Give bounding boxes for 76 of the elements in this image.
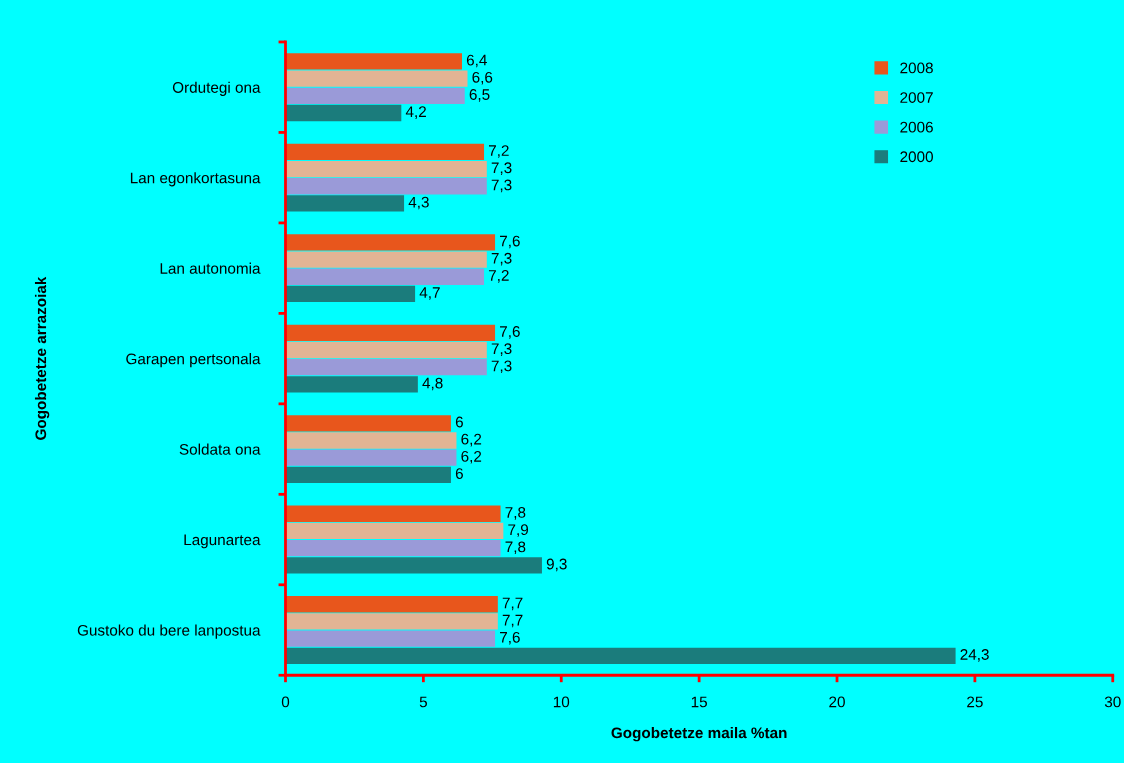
bar xyxy=(285,251,487,268)
bar xyxy=(285,449,457,466)
bar xyxy=(285,376,418,393)
data-label: 4,7 xyxy=(419,287,440,300)
data-label: 7,3 xyxy=(491,343,512,356)
data-label: 9,3 xyxy=(546,558,567,572)
bar xyxy=(285,341,487,359)
data-label: 7,3 xyxy=(491,179,512,193)
legend-label: 2006 xyxy=(900,121,933,133)
data-label: 6,2 xyxy=(461,450,482,464)
bar xyxy=(285,557,542,574)
y-tick-label: Lan autonomia xyxy=(160,262,261,274)
legend-label: 2007 xyxy=(900,92,933,103)
y-axis-title: Gogobetetze arrazoiak xyxy=(34,276,50,440)
data-label: 7,3 xyxy=(491,360,512,374)
legend-label: 2000 xyxy=(900,151,933,163)
data-label: 7,8 xyxy=(505,541,526,555)
y-tick-label: Gustoko du bere lanpostua xyxy=(77,624,261,639)
data-label: 7,6 xyxy=(500,235,520,249)
x-tick-label: 30 xyxy=(1104,696,1121,708)
x-tick-label: 0 xyxy=(281,696,290,708)
x-tick-label: 15 xyxy=(691,696,707,708)
legend-label: 2008 xyxy=(900,62,933,74)
bar xyxy=(285,630,496,647)
bar xyxy=(285,540,501,557)
data-label: 7,6 xyxy=(500,631,520,645)
bar xyxy=(285,647,956,664)
bar xyxy=(285,87,465,104)
bar xyxy=(285,505,501,522)
bar xyxy=(285,195,405,212)
data-label: 7,2 xyxy=(488,270,509,283)
data-label: 6,4 xyxy=(466,54,487,68)
data-label: 7,6 xyxy=(500,326,520,339)
data-label: 6,6 xyxy=(472,71,493,85)
bar xyxy=(285,466,451,484)
data-label: 7,7 xyxy=(502,614,523,628)
bar xyxy=(285,143,485,161)
data-label: 7,7 xyxy=(502,597,523,611)
data-label: 7,9 xyxy=(508,524,529,537)
data-label: 7,3 xyxy=(491,252,512,266)
data-label: 6 xyxy=(455,416,463,428)
y-tick-label: Soldata ona xyxy=(179,443,261,455)
bar xyxy=(285,53,462,70)
y-tick-label: Ordutegi ona xyxy=(172,81,261,96)
data-label: 7,2 xyxy=(488,145,509,158)
bar xyxy=(285,160,487,178)
data-label: 6,2 xyxy=(461,433,482,447)
x-tick-label: 10 xyxy=(553,696,570,708)
x-tick-label: 20 xyxy=(829,696,845,708)
x-tick-label: 25 xyxy=(967,696,983,708)
data-label: 4,8 xyxy=(422,377,443,391)
bar xyxy=(285,613,498,630)
bar xyxy=(285,234,496,251)
data-label: 24,3 xyxy=(960,649,989,662)
data-label: 4,2 xyxy=(405,106,426,119)
data-label: 6 xyxy=(455,468,463,479)
y-tick-label: Lagunartea xyxy=(184,534,261,549)
bar xyxy=(285,324,496,341)
y-tick-label: Garapen pertsonala xyxy=(126,353,261,368)
bar xyxy=(285,285,416,303)
bar xyxy=(285,70,468,87)
bar xyxy=(285,596,498,613)
bar xyxy=(285,522,504,540)
x-axis-title: Gogobetetze maila %tan xyxy=(611,727,787,742)
bar xyxy=(285,415,451,432)
bar xyxy=(285,268,485,285)
y-tick-label: Lan egonkortasuna xyxy=(130,172,261,187)
data-label: 4,3 xyxy=(408,196,429,210)
x-tick-label: 5 xyxy=(419,696,427,708)
bar xyxy=(285,104,402,122)
bar xyxy=(285,178,487,195)
bar xyxy=(285,359,487,376)
data-label: 7,3 xyxy=(491,162,512,175)
data-label: 6,5 xyxy=(469,89,490,102)
bar xyxy=(285,432,457,449)
data-label: 7,8 xyxy=(505,507,526,520)
